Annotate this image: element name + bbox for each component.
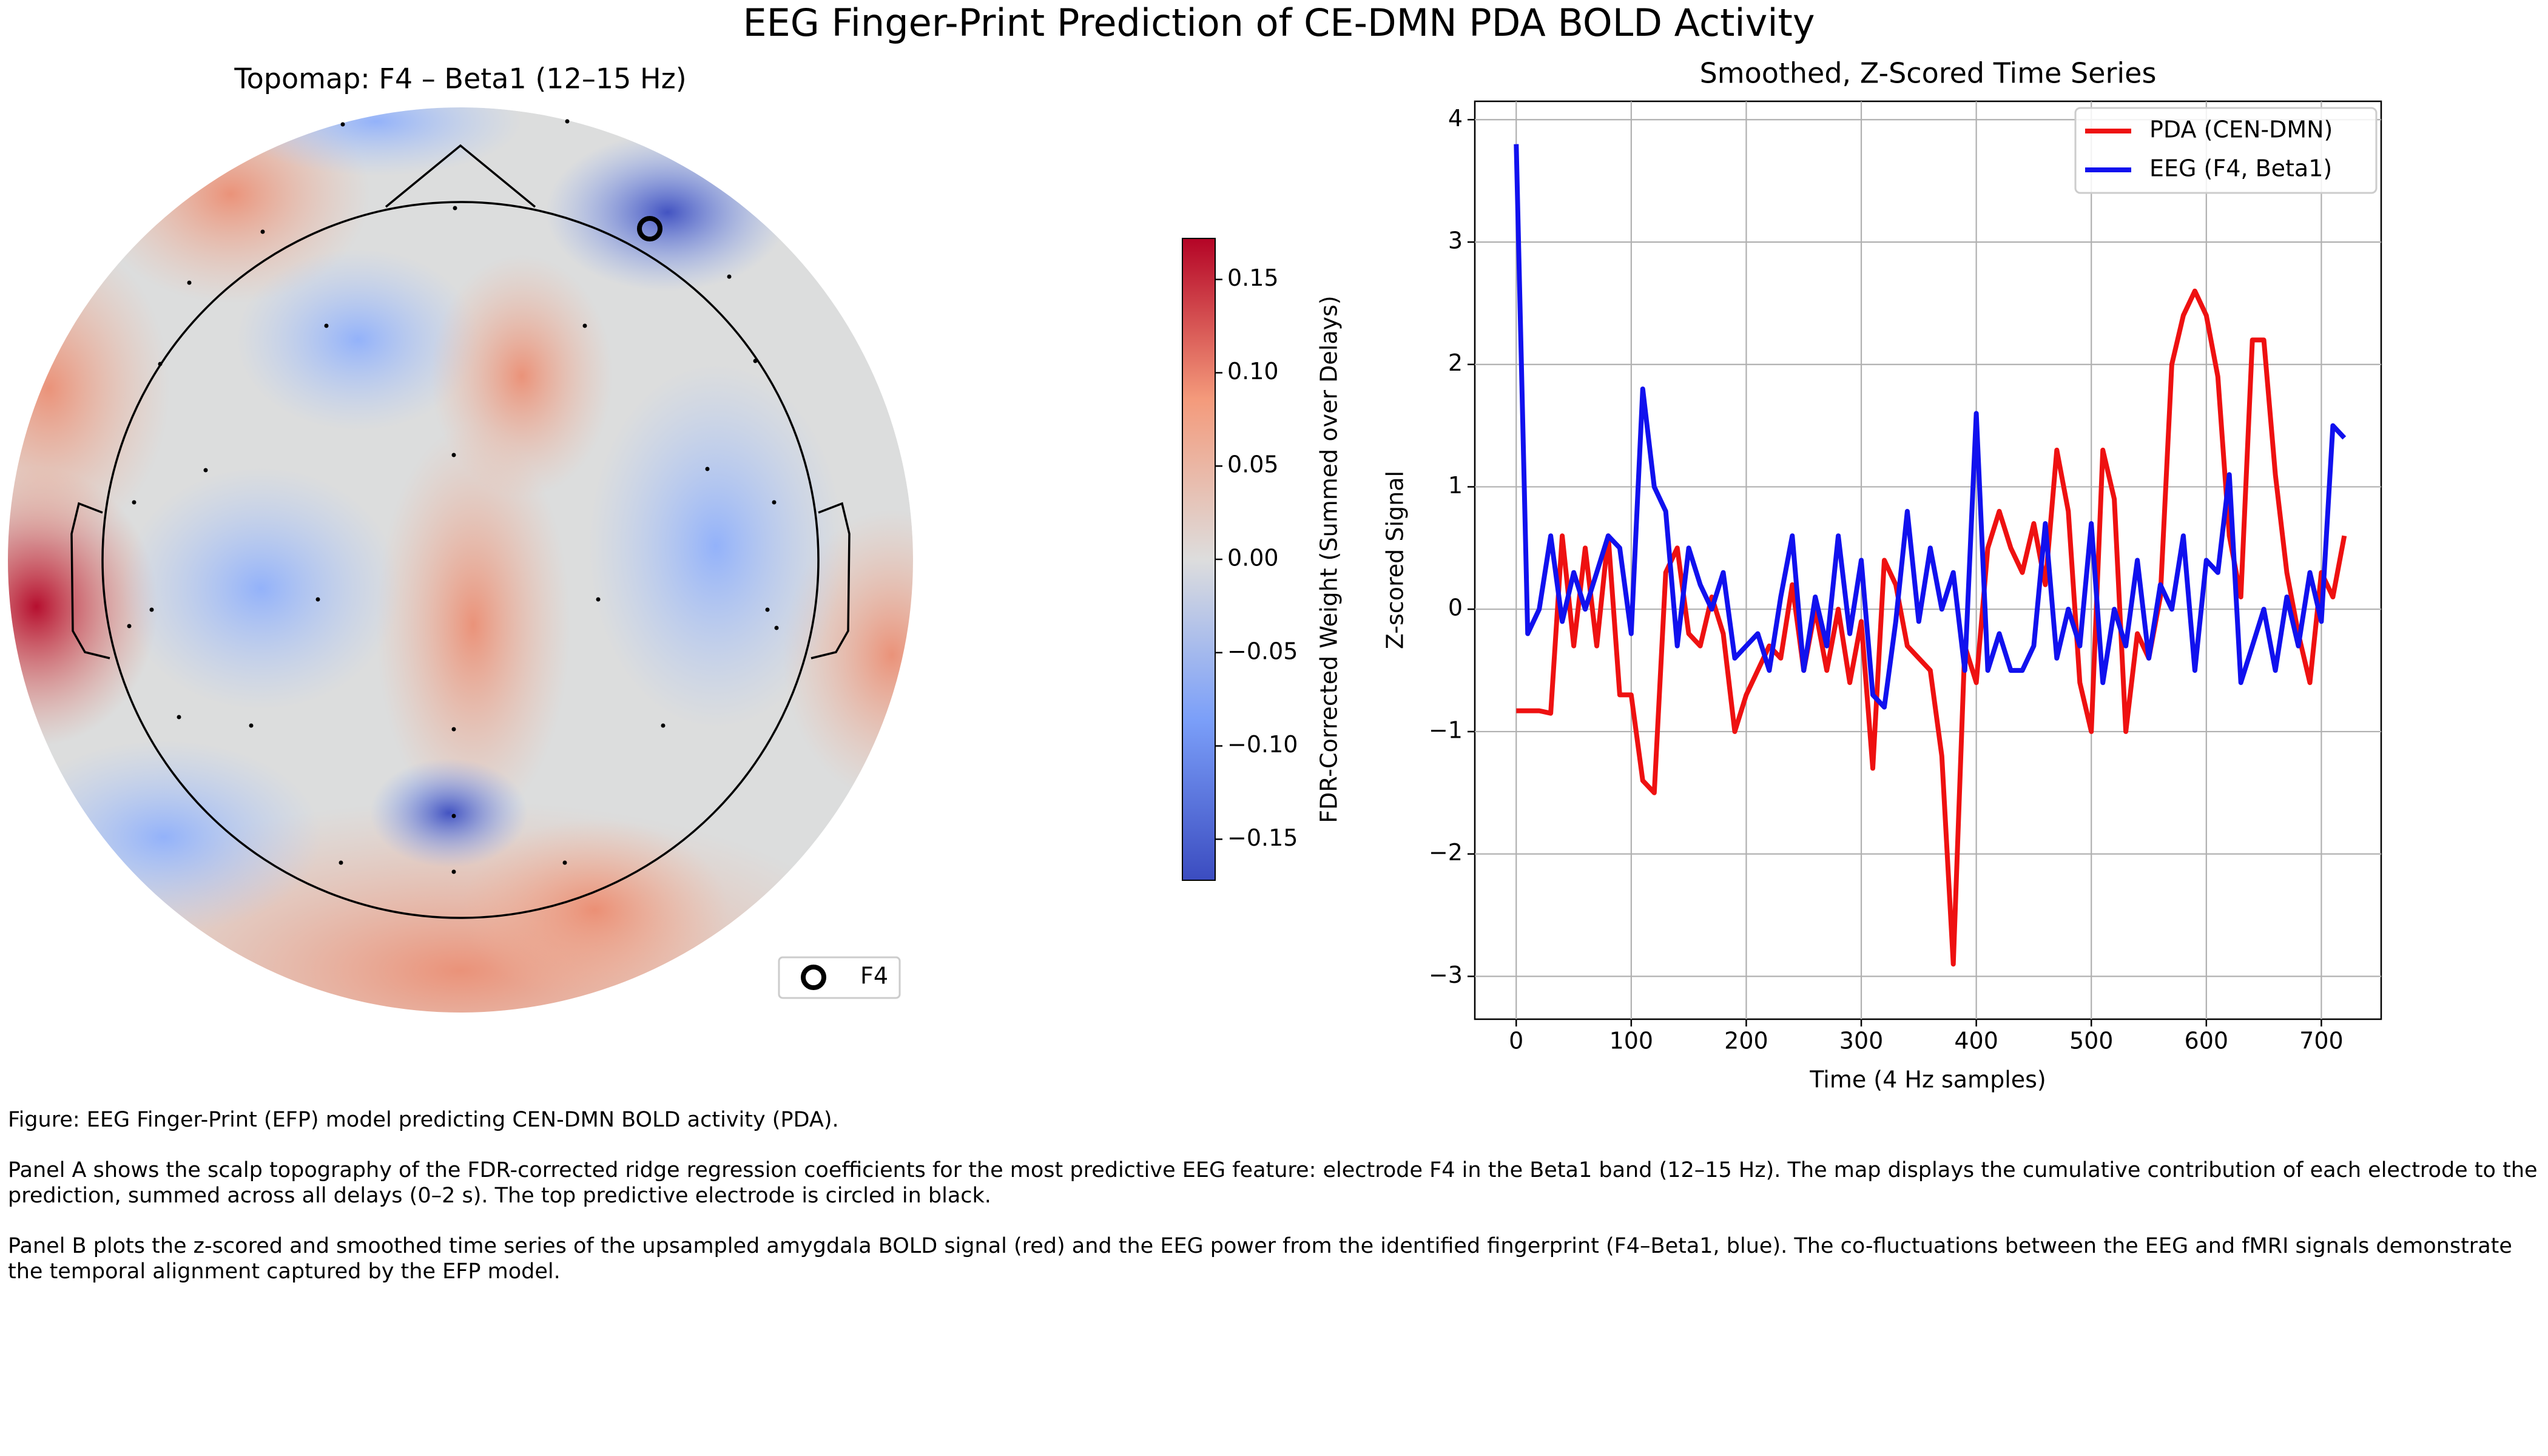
- y-tick-label: 2: [1448, 349, 1463, 376]
- caption-line: Figure: EEG Finger-Print (EFP) model pre…: [8, 1108, 839, 1132]
- colorbar-tick-label: 0.05: [1227, 451, 1279, 478]
- legend-label: PDA (CEN-DMN): [2149, 116, 2333, 143]
- colorbar-tick-label: −0.10: [1227, 731, 1298, 758]
- y-axis-label: Z-scored Signal: [1382, 471, 1409, 649]
- y-tick-label: 0: [1448, 595, 1463, 621]
- y-tick-label: −3: [1429, 962, 1463, 988]
- topomap-title: Topomap: F4 – Beta1 (12–15 Hz): [234, 62, 686, 95]
- colorbar-tick-label: −0.15: [1227, 824, 1298, 851]
- x-tick-label: 100: [1609, 1028, 1654, 1054]
- colorbar-tick-label: 0.00: [1227, 545, 1279, 571]
- x-tick-label: 600: [2185, 1028, 2229, 1054]
- head-outline: [70, 144, 851, 919]
- series-line: [1516, 288, 2347, 967]
- caption-paragraph: Panel B plots the z-scored and smoothed …: [8, 1234, 2512, 1284]
- grid: [1475, 101, 2381, 1019]
- highlight-electrode: [637, 216, 662, 241]
- x-tick-label: 0: [1509, 1028, 1523, 1054]
- y-tick-label: −1: [1429, 716, 1463, 743]
- y-tick-label: 3: [1448, 227, 1463, 254]
- line-title: Smoothed, Z-Scored Time Series: [1700, 57, 2157, 90]
- x-tick-label: 400: [1954, 1028, 1998, 1054]
- colorbar-tick-label: 0.10: [1227, 358, 1279, 385]
- colorbar: [1182, 238, 1216, 881]
- x-tick-label: 500: [2069, 1028, 2114, 1054]
- plot-frame: [1474, 100, 2382, 1020]
- legend-label: F4: [860, 963, 888, 989]
- x-axis-label: Time (4 Hz samples): [1809, 1067, 2046, 1093]
- series-line: [1514, 144, 2347, 710]
- colorbar-tick-label: 0.15: [1227, 265, 1279, 291]
- caption-paragraph: Panel A shows the scalp topography of th…: [8, 1158, 2538, 1208]
- legend-label: EEG (F4, Beta1): [2149, 155, 2332, 182]
- x-tick-label: 700: [2299, 1028, 2344, 1054]
- topomap-field: [8, 107, 913, 1013]
- y-tick-label: −2: [1429, 839, 1463, 866]
- x-tick-label: 300: [1839, 1028, 1884, 1054]
- electrodes: [127, 119, 779, 874]
- topomap: F4 Topomap: F4 – Beta1 (12–15 Hz) FDR-Co…: [8, 62, 1343, 1013]
- figure-title: EEG Finger-Print Prediction of CE-DMN PD…: [743, 1, 1815, 45]
- legend-marker: [801, 965, 826, 990]
- colorbar-label: FDR-Corrected Weight (Summed over Delays…: [1316, 295, 1343, 823]
- x-tick-label: 200: [1724, 1028, 1768, 1054]
- y-tick-label: 1: [1448, 472, 1463, 499]
- legend-box: [2074, 107, 2378, 194]
- y-tick-label: 4: [1448, 105, 1463, 132]
- colorbar-tick-label: −0.05: [1227, 638, 1298, 664]
